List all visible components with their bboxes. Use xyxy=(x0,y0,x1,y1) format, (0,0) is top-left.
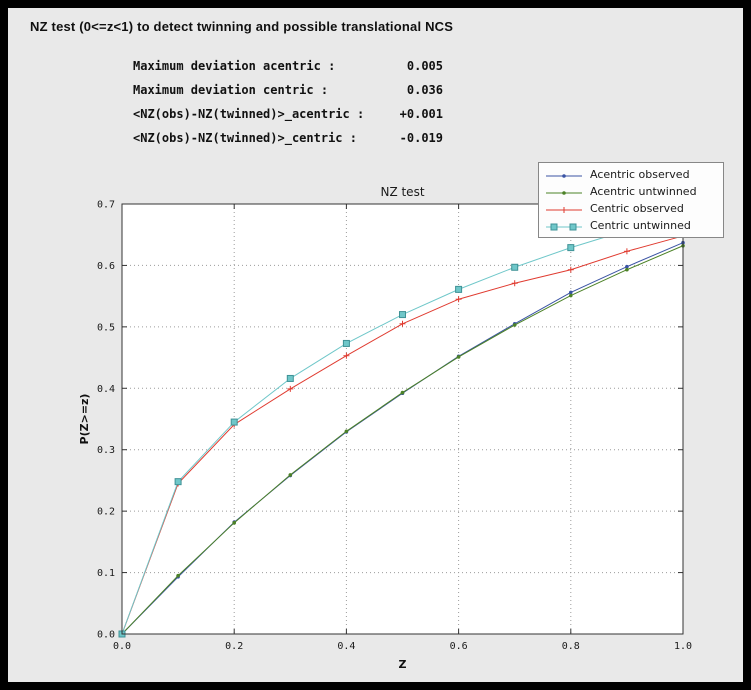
svg-text:0.2: 0.2 xyxy=(97,507,115,518)
legend-label: Acentric untwinned xyxy=(590,185,697,198)
legend-entry-centric-untwinned: Centric untwinned xyxy=(545,217,717,234)
legend-label: Acentric observed xyxy=(590,168,690,181)
stat-row: Maximum deviation acentric : 0.005 xyxy=(133,54,443,78)
plot-border xyxy=(121,203,684,635)
svg-text:0.2: 0.2 xyxy=(225,641,243,652)
series-acentric-untwinned xyxy=(120,243,685,636)
svg-text:0.0: 0.0 xyxy=(97,630,115,641)
svg-text:0.6: 0.6 xyxy=(450,641,468,652)
legend-entry-centric-observed: Centric observed xyxy=(545,200,717,217)
legend-entry-acentric-observed: Acentric observed xyxy=(545,166,717,183)
stat-row: <NZ(obs)-NZ(twinned)>_acentric : +0.001 xyxy=(133,102,443,126)
stat-row: <NZ(obs)-NZ(twinned)>_centric : -0.019 xyxy=(133,126,443,150)
x-axis-label: Z xyxy=(399,658,407,671)
chart-title: NZ test xyxy=(380,185,424,199)
legend-entry-acentric-untwinned: Acentric untwinned xyxy=(545,183,717,200)
y-axis-label: P(Z>=z) xyxy=(78,394,91,445)
svg-text:0.8: 0.8 xyxy=(562,641,580,652)
stat-label: Maximum deviation centric : xyxy=(133,83,329,97)
chart-legend: Acentric observed Acentric untwinned Cen… xyxy=(538,162,724,238)
tick-labels: 0.0 0.2 0.4 0.6 0.8 1.0 0.0 0.1 0.2 0.3 0.4 0.5 0.6 0… xyxy=(97,200,692,653)
stat-label: <NZ(obs)-NZ(twinned)>_centric : xyxy=(133,131,357,145)
stat-label: Maximum deviation acentric : xyxy=(133,59,336,73)
legend-label: Centric observed xyxy=(590,202,684,215)
legend-line-sample xyxy=(545,203,583,215)
plot-window: NZ test (0<=z<1) to detect twinning and … xyxy=(8,8,743,682)
axis-ticks xyxy=(121,203,684,635)
stat-row: Maximum deviation centric : 0.036 xyxy=(133,78,443,102)
stats-block: Maximum deviation acentric : 0.005 Maxim… xyxy=(133,54,443,150)
stat-value: -0.019 xyxy=(399,131,443,145)
svg-text:1.0: 1.0 xyxy=(674,641,692,652)
stat-value: 0.005 xyxy=(406,59,443,73)
stat-value: +0.001 xyxy=(399,107,443,121)
legend-line-sample xyxy=(545,220,583,232)
svg-text:0.6: 0.6 xyxy=(97,261,115,272)
plot-area xyxy=(122,204,683,634)
svg-text:0.5: 0.5 xyxy=(97,322,115,333)
legend-line-sample xyxy=(545,169,583,181)
svg-text:0.0: 0.0 xyxy=(113,641,131,652)
stat-value: 0.036 xyxy=(406,83,443,97)
svg-text:0.1: 0.1 xyxy=(97,568,115,579)
svg-text:0.4: 0.4 xyxy=(337,641,355,652)
svg-text:0.7: 0.7 xyxy=(97,200,115,211)
legend-line-sample xyxy=(545,186,583,198)
legend-label: Centric untwinned xyxy=(590,219,691,232)
page-title: NZ test (0<=z<1) to detect twinning and … xyxy=(30,19,454,34)
nz-test-plot: 0.0 0.2 0.4 0.6 0.8 1.0 0.0 0.1 0.2 0.3 0.4 0.5 0.6 0… xyxy=(78,185,692,671)
svg-text:0.3: 0.3 xyxy=(97,445,115,456)
svg-text:0.4: 0.4 xyxy=(97,384,115,395)
stat-label: <NZ(obs)-NZ(twinned)>_acentric : xyxy=(133,107,365,121)
